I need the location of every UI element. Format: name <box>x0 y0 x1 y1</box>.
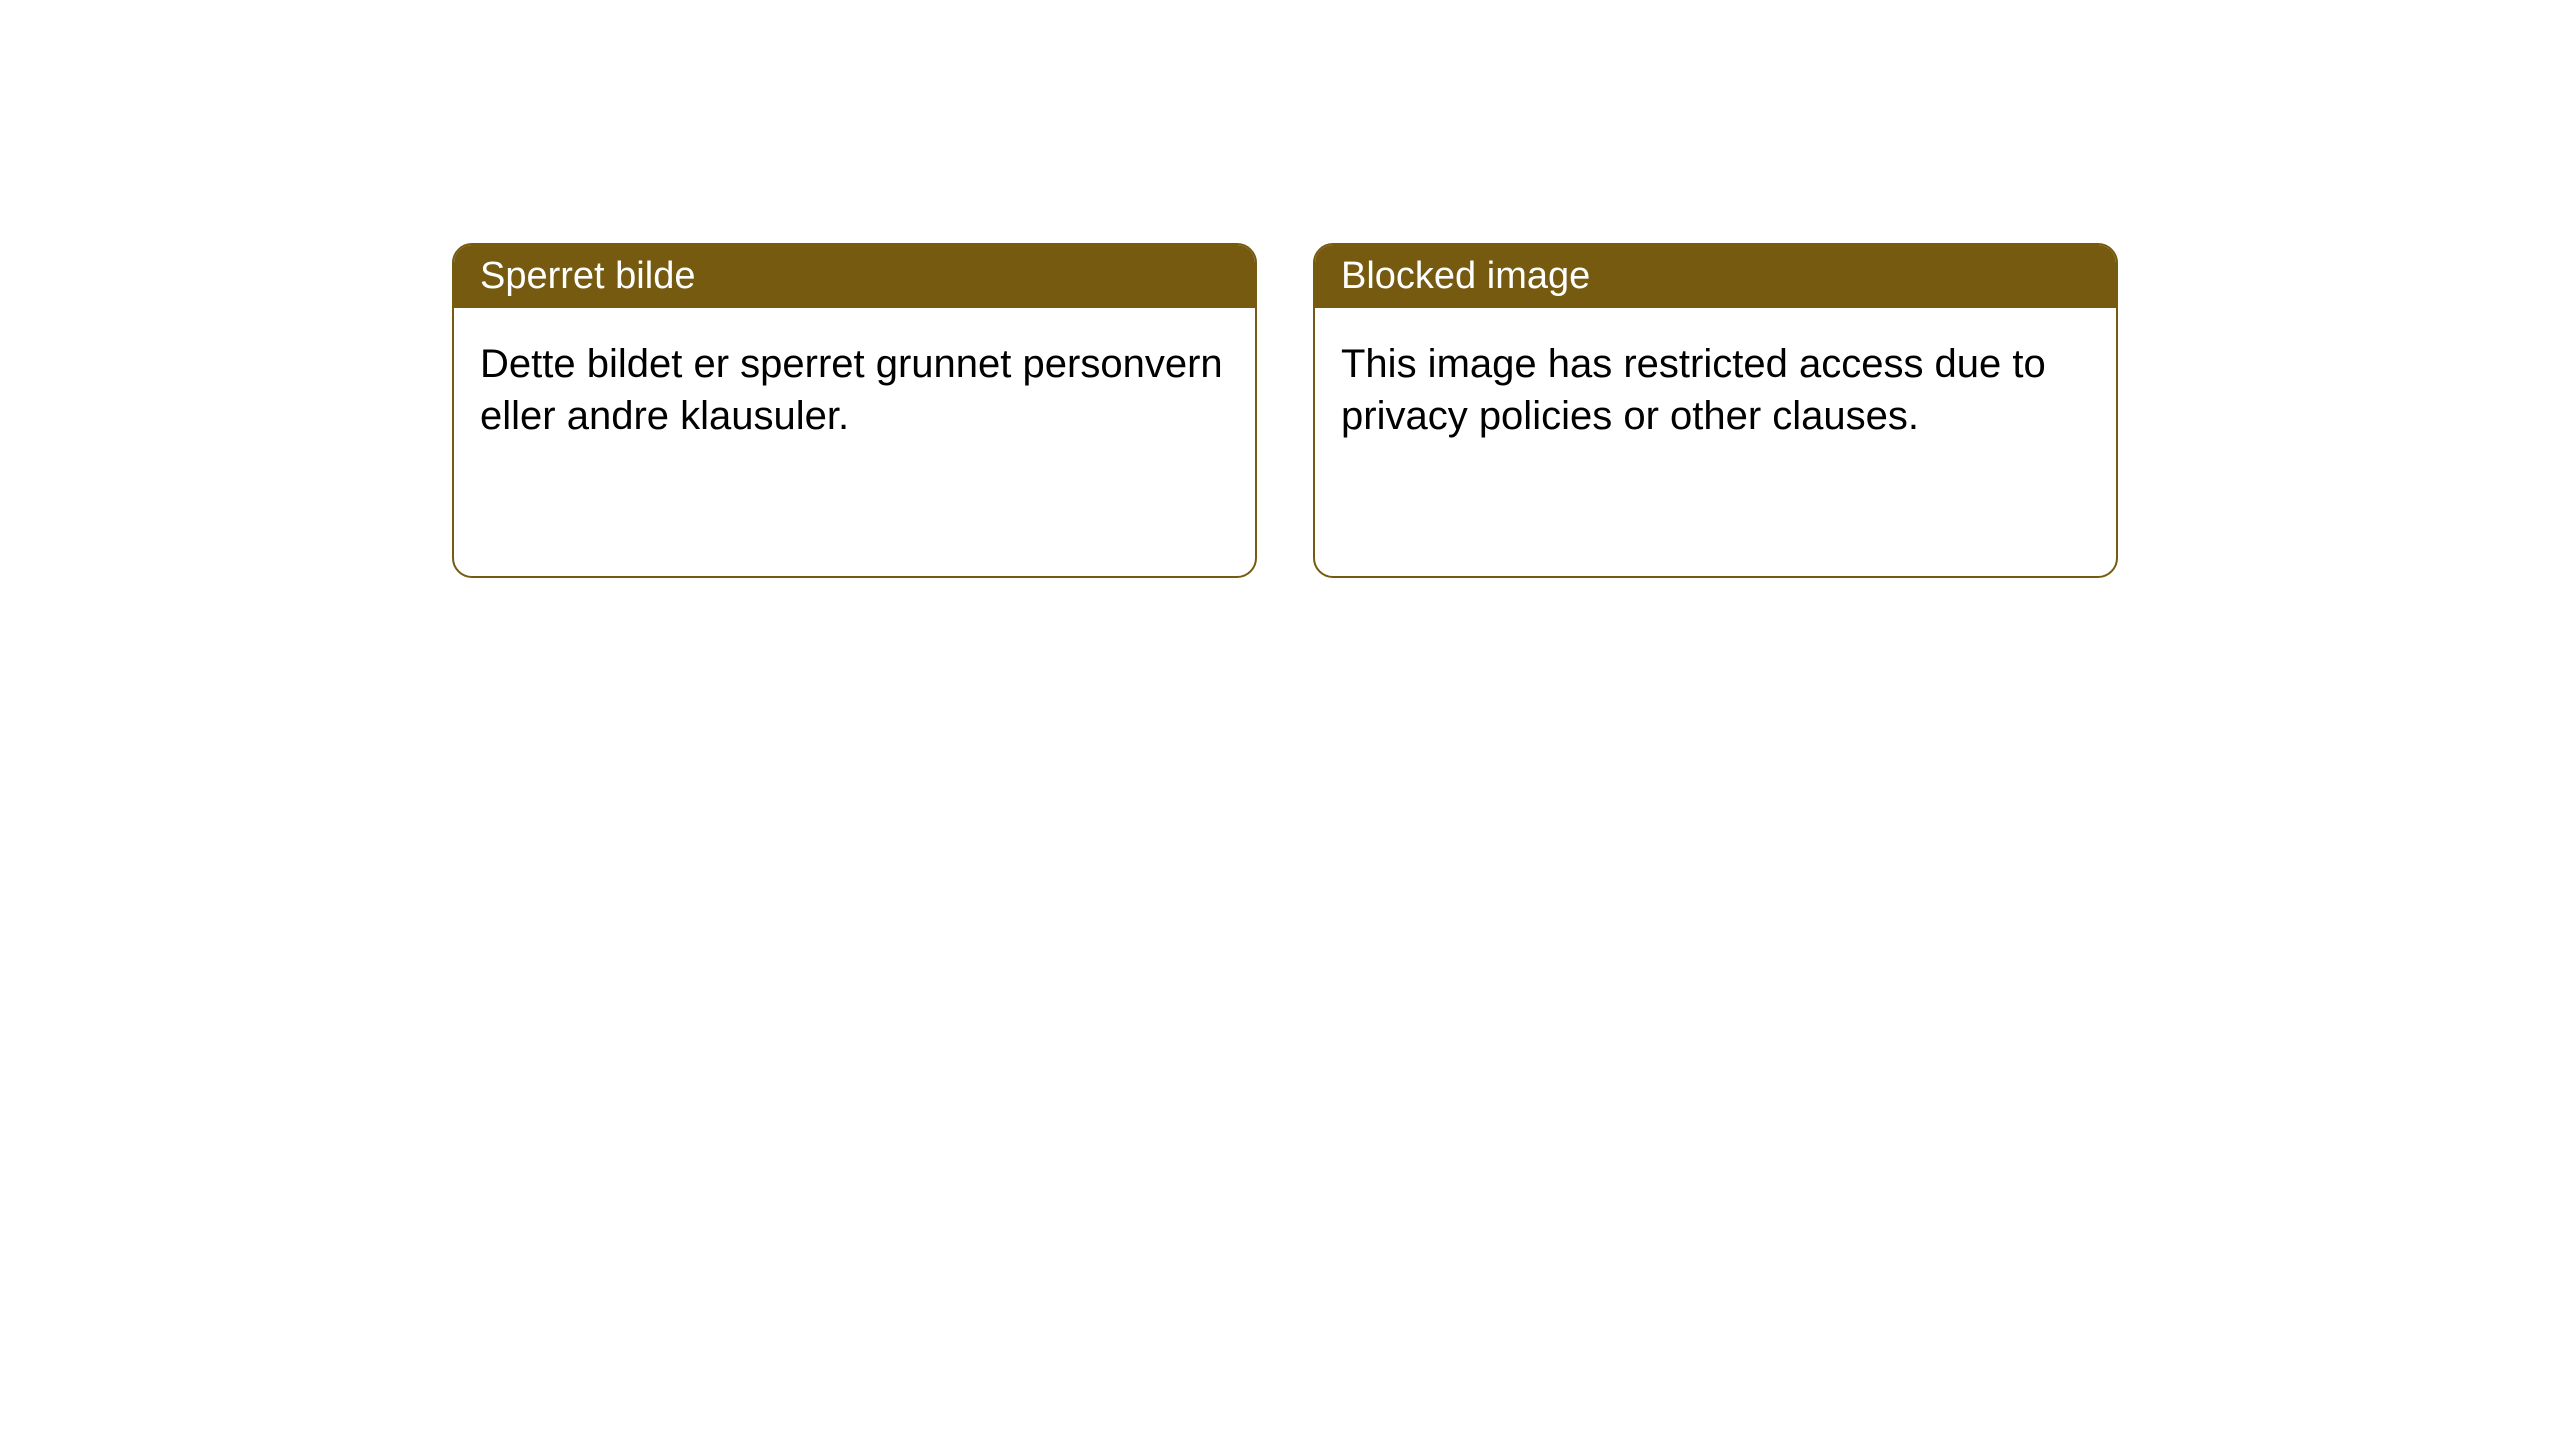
notice-title-english: Blocked image <box>1341 255 1590 297</box>
notice-body-english: This image has restricted access due to … <box>1315 308 2116 472</box>
notice-header-english: Blocked image <box>1315 245 2116 308</box>
notice-box-english: Blocked image This image has restricted … <box>1313 243 2118 578</box>
notice-title-norwegian: Sperret bilde <box>480 255 695 297</box>
notice-container: Sperret bilde Dette bildet er sperret gr… <box>0 0 2560 578</box>
notice-body-norwegian: Dette bildet er sperret grunnet personve… <box>454 308 1255 472</box>
notice-header-norwegian: Sperret bilde <box>454 245 1255 308</box>
notice-text-english: This image has restricted access due to … <box>1341 342 2046 438</box>
notice-box-norwegian: Sperret bilde Dette bildet er sperret gr… <box>452 243 1257 578</box>
notice-text-norwegian: Dette bildet er sperret grunnet personve… <box>480 342 1223 438</box>
